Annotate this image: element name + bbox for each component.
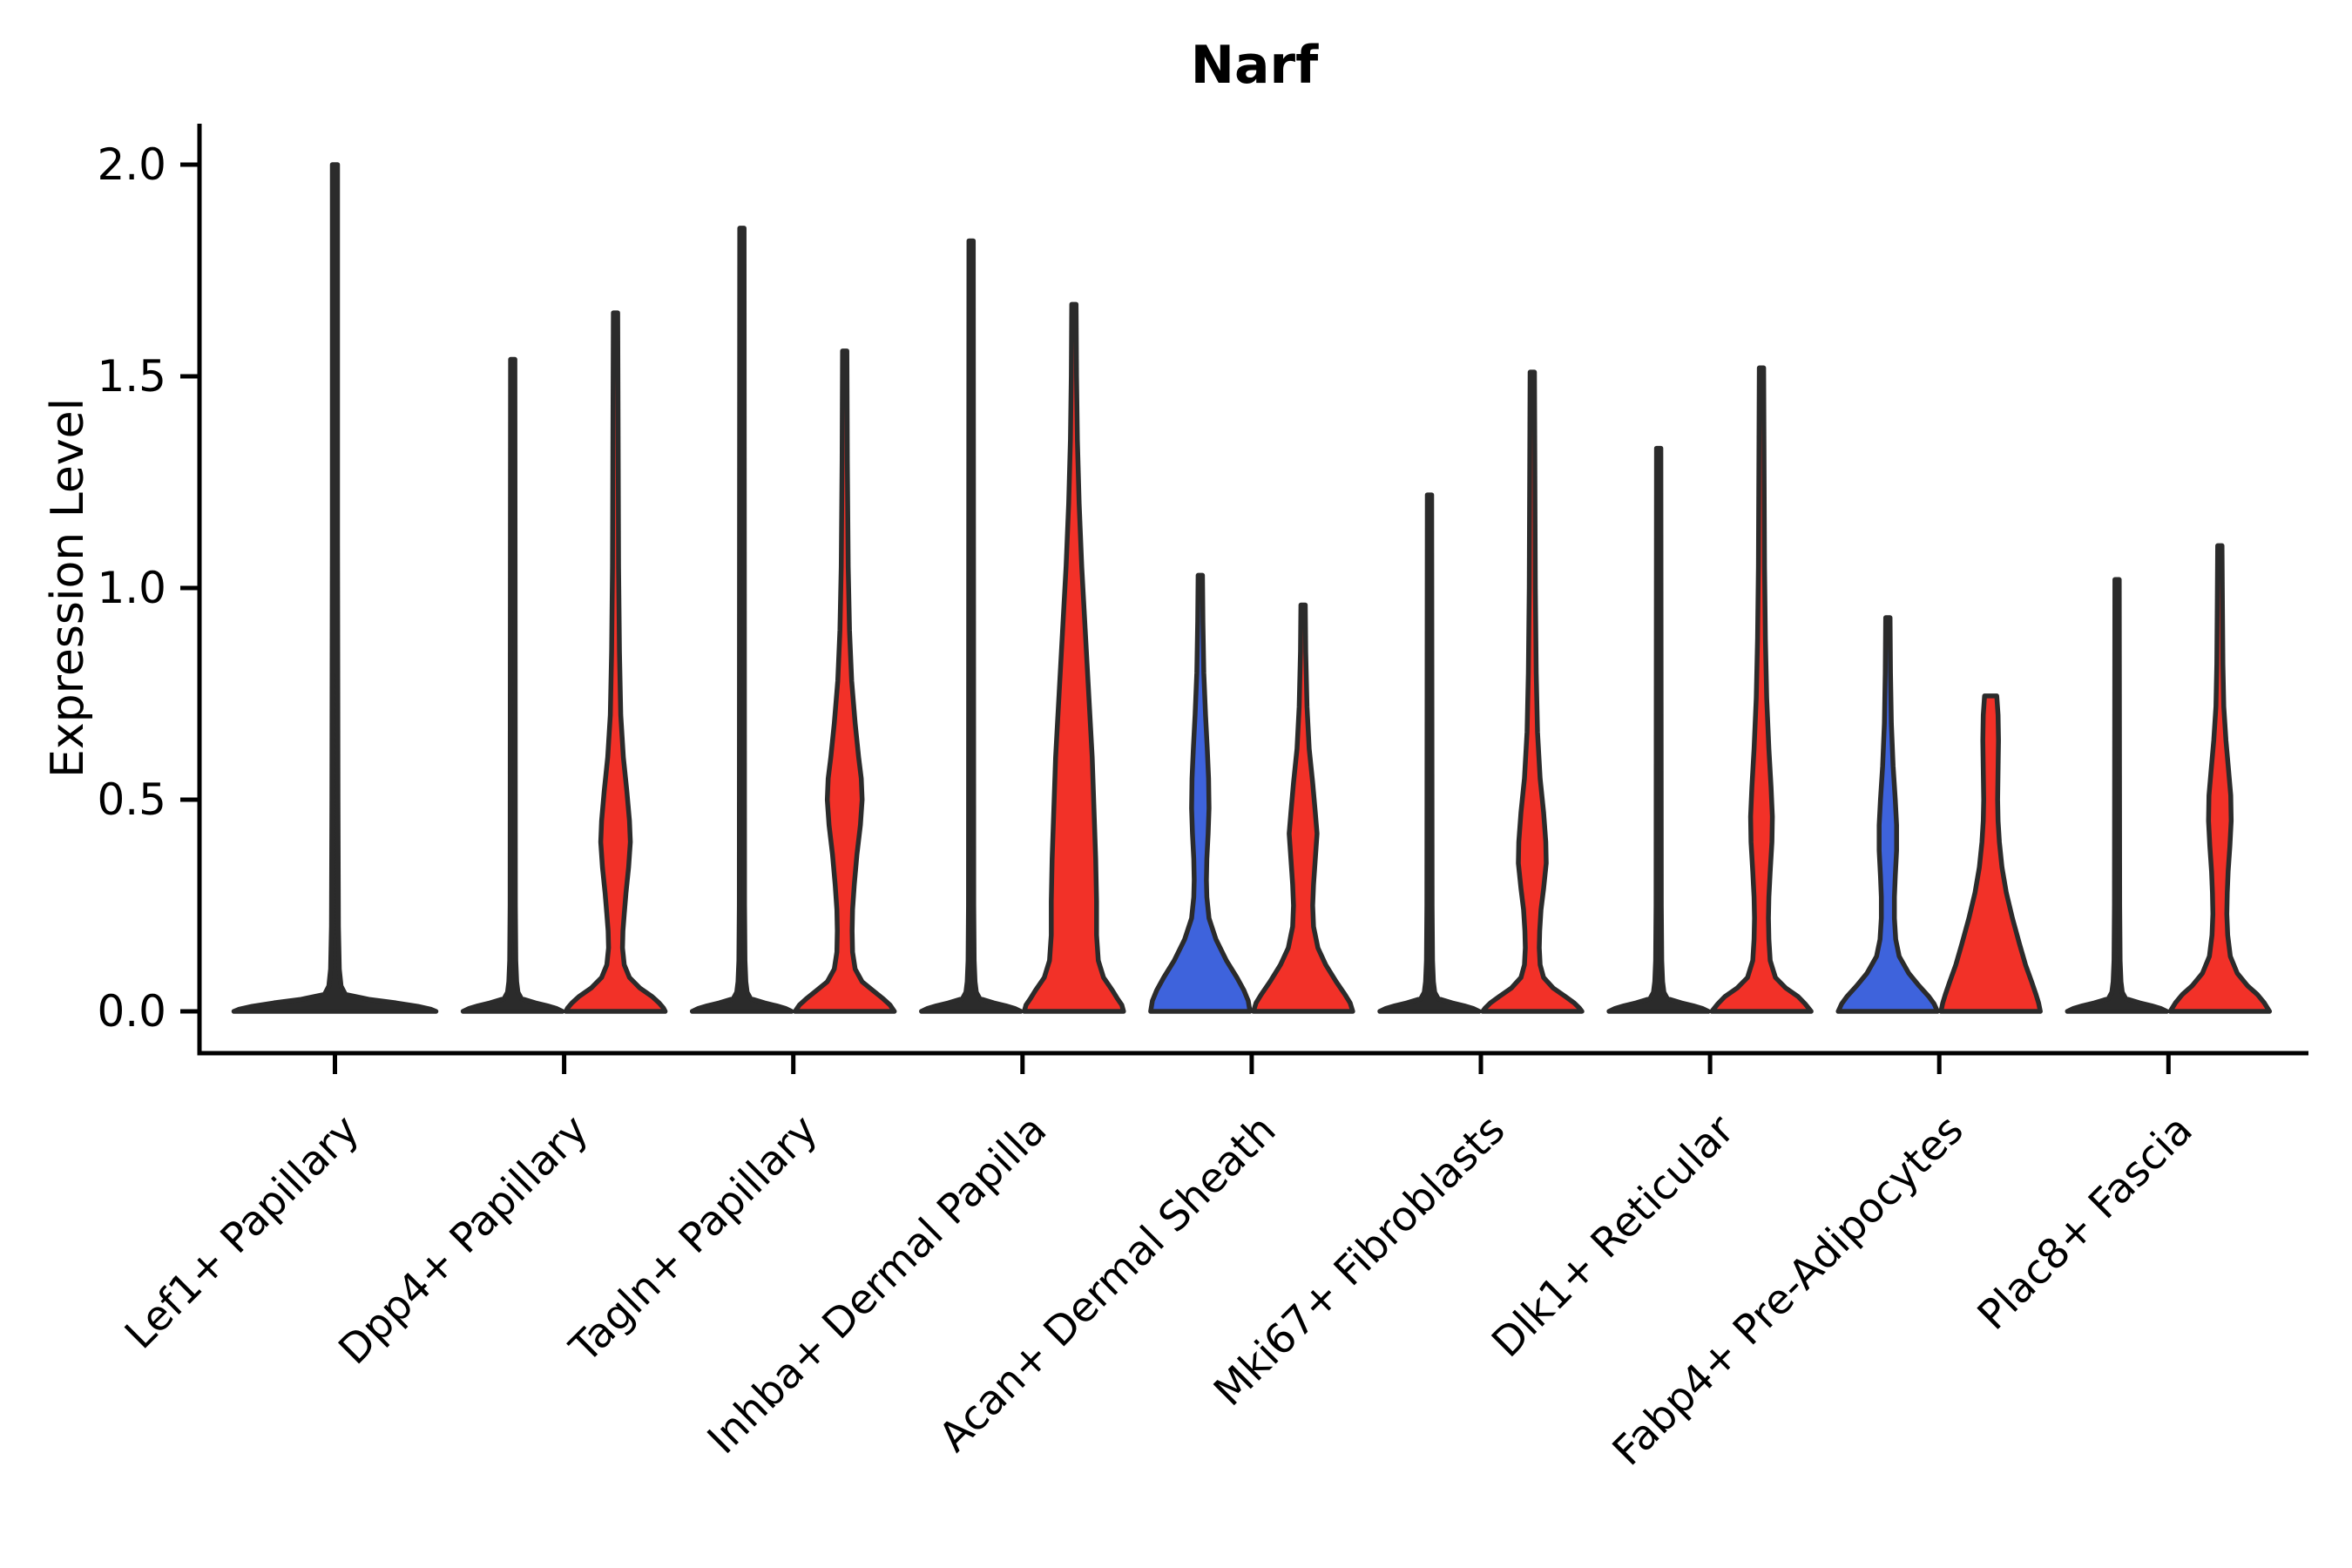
violin-plac8-fascia-left <box>2065 577 2170 1014</box>
violin-tagln-papillary-right <box>792 348 897 1014</box>
violins-group <box>231 162 2273 1014</box>
violin-dpp4-papillary-right <box>563 310 668 1014</box>
y-tick-label: 2.0 <box>97 139 166 190</box>
violin-fabp4-pre-adipocytes-left <box>1835 615 1940 1014</box>
plot-title: Narf <box>1191 35 1319 96</box>
violin-tagln-papillary-left <box>689 226 794 1014</box>
violin-lef1-papillary-single <box>231 162 439 1014</box>
violin-dlk1-reticular-left <box>1606 445 1711 1014</box>
y-axis-ticks: 0.0 0.5 1.0 1.5 2.0 <box>97 139 199 1037</box>
violin-acan-dermal-sheath-right <box>1251 602 1355 1014</box>
violin-mki67-fibroblasts-right <box>1480 369 1585 1014</box>
violin-dlk1-reticular-right <box>1709 365 1814 1014</box>
violin-fabp4-pre-adipocytes-right <box>1938 693 2043 1014</box>
violin-acan-dermal-sheath-left <box>1148 572 1253 1014</box>
y-tick-label: 1.0 <box>97 563 166 613</box>
y-tick-label: 1.5 <box>97 351 166 402</box>
y-tick-label: 0.5 <box>97 774 166 825</box>
y-tick-label: 0.0 <box>97 986 166 1037</box>
violin-mki67-fibroblasts-left <box>1377 492 1482 1014</box>
violin-plac8-fascia-right <box>2167 543 2273 1014</box>
violin-inhba-dermal-papilla-left <box>919 238 1024 1014</box>
y-axis-label: Expression Level <box>42 398 94 778</box>
violin-dpp4-papillary-left <box>460 356 565 1014</box>
violin-inhba-dermal-papilla-right <box>1022 301 1126 1014</box>
